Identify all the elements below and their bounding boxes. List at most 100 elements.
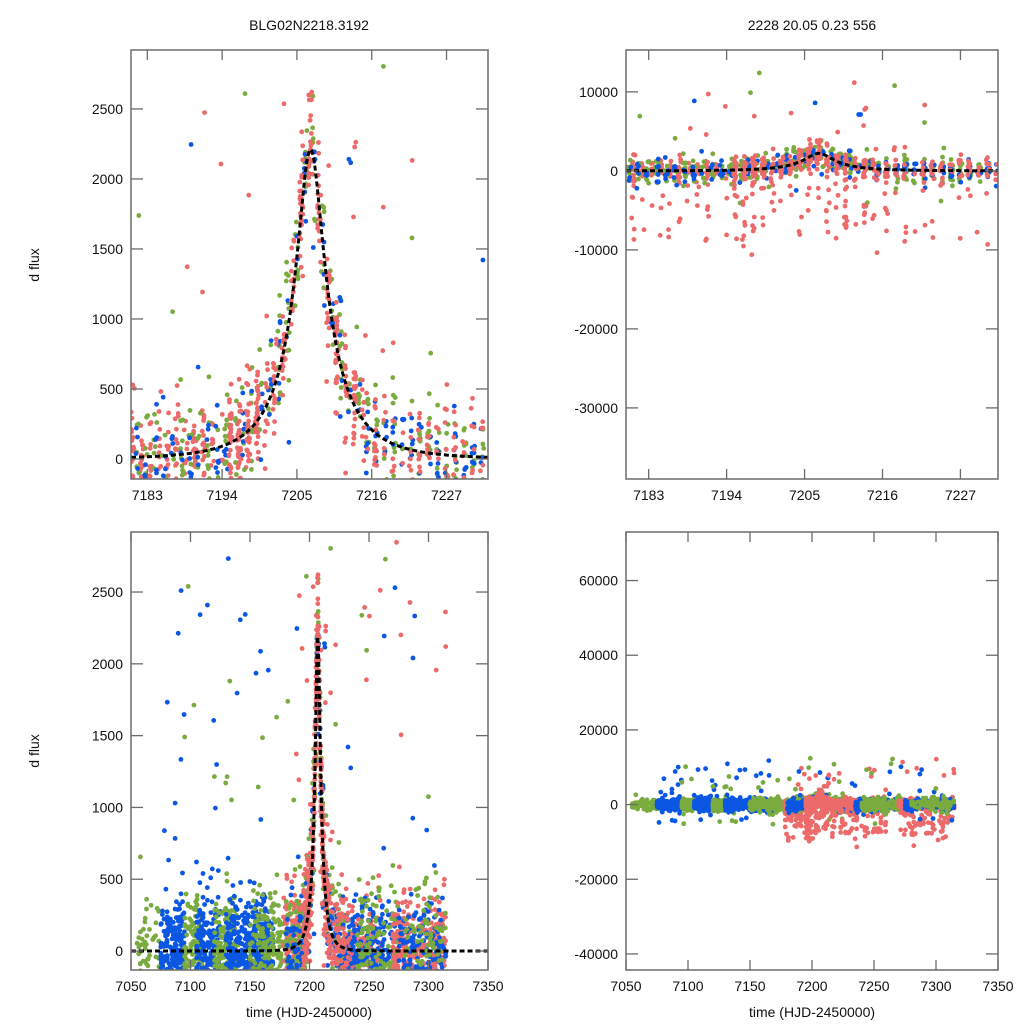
data-point-blue bbox=[200, 871, 206, 876]
data-point-blue bbox=[269, 382, 274, 387]
data-point-red bbox=[245, 382, 251, 388]
data-point-blue bbox=[470, 481, 475, 486]
data-point-green bbox=[390, 392, 396, 398]
data-point-blue bbox=[229, 1002, 234, 1007]
data-point-red bbox=[305, 972, 310, 977]
data-point-green bbox=[224, 871, 230, 877]
data-point-green bbox=[680, 151, 686, 157]
data-point-red bbox=[986, 161, 992, 167]
data-point-green bbox=[268, 895, 273, 901]
data-point-red bbox=[285, 993, 290, 998]
data-point-blue bbox=[242, 612, 248, 617]
data-point-blue bbox=[133, 451, 139, 456]
data-point-blue bbox=[180, 972, 185, 977]
data-point-green bbox=[187, 993, 192, 998]
data-point-red bbox=[751, 214, 757, 220]
data-point-red bbox=[902, 239, 908, 244]
data-point-blue bbox=[294, 964, 300, 969]
data-point-blue bbox=[337, 414, 343, 419]
data-point-green bbox=[150, 987, 155, 992]
data-point-red bbox=[740, 200, 746, 206]
data-point-blue bbox=[434, 440, 440, 445]
data-point-red bbox=[342, 6, 347, 11]
data-point-red bbox=[657, 232, 663, 238]
data-point-green bbox=[144, 933, 150, 939]
data-point-green bbox=[265, 970, 270, 975]
data-point-red bbox=[264, 385, 270, 390]
data-point-green bbox=[189, 928, 195, 934]
data-point-blue bbox=[634, 185, 640, 191]
data-point-green bbox=[255, 891, 261, 897]
data-point-red bbox=[300, 157, 306, 163]
data-point-green bbox=[681, 183, 686, 189]
data-point-red bbox=[293, 751, 299, 757]
data-point-blue bbox=[209, 921, 215, 927]
data-point-green bbox=[266, 955, 271, 961]
data-point-blue bbox=[174, 964, 180, 969]
data-point-red bbox=[732, 182, 737, 188]
data-point-red bbox=[957, 173, 963, 179]
data-point-blue bbox=[175, 630, 181, 636]
data-point-blue bbox=[276, 396, 282, 402]
data-point-green bbox=[701, 159, 707, 165]
data-point-red bbox=[245, 504, 250, 509]
data-point-red bbox=[365, 881, 371, 886]
data-point-red bbox=[666, 227, 671, 233]
data-point-red bbox=[326, 940, 332, 946]
data-point-red bbox=[750, 223, 755, 229]
data-point-green bbox=[279, 977, 284, 982]
data-point-green bbox=[252, 906, 258, 912]
data-point-green bbox=[310, 125, 315, 131]
x-tick-label: 7205 bbox=[281, 487, 312, 503]
data-point-green bbox=[138, 971, 143, 976]
data-point-green bbox=[846, 152, 852, 158]
data-point-red bbox=[415, 427, 421, 433]
data-point-green bbox=[138, 929, 143, 935]
data-point-green bbox=[251, 898, 256, 904]
data-point-red bbox=[328, 690, 333, 696]
data-point-blue bbox=[295, 954, 301, 960]
data-point-red bbox=[340, 950, 346, 955]
data-point-red bbox=[380, 204, 386, 210]
data-point-blue bbox=[135, 434, 140, 440]
data-point-green bbox=[213, 919, 219, 925]
data-points bbox=[626, 70, 998, 258]
data-point-red bbox=[733, 161, 739, 166]
data-point-blue bbox=[196, 970, 201, 975]
data-point-red bbox=[921, 172, 926, 178]
data-point-red bbox=[300, 273, 306, 279]
data-point-green bbox=[185, 901, 191, 907]
data-point-green bbox=[170, 497, 175, 502]
data-point-blue bbox=[180, 932, 185, 938]
data-point-green bbox=[373, 382, 378, 388]
data-point-green bbox=[247, 957, 253, 962]
data-point-blue bbox=[134, 533, 139, 538]
data-point-green bbox=[321, 209, 327, 215]
data-point-green bbox=[277, 944, 283, 949]
data-point-green bbox=[627, 157, 633, 163]
data-point-red bbox=[228, 470, 233, 476]
data-point-blue bbox=[258, 648, 263, 654]
data-point-red bbox=[226, 452, 232, 458]
data-point-blue bbox=[357, 382, 363, 387]
data-point-blue bbox=[269, 972, 274, 977]
data-point-red bbox=[246, 192, 252, 198]
data-point-blue bbox=[365, 409, 371, 415]
data-point-blue bbox=[671, 175, 677, 180]
data-point-red bbox=[174, 504, 179, 509]
data-point-red bbox=[741, 243, 746, 249]
data-point-blue bbox=[206, 985, 211, 990]
data-point-green bbox=[330, 966, 335, 970]
data-point-red bbox=[469, 470, 475, 476]
data-point-red bbox=[310, 584, 316, 590]
data-point-red bbox=[351, 435, 357, 441]
data-point-blue bbox=[199, 965, 204, 970]
data-point-blue bbox=[135, 466, 141, 471]
data-point-red bbox=[289, 879, 294, 885]
data-point-blue bbox=[163, 466, 168, 472]
data-point-red bbox=[842, 166, 848, 172]
data-point-blue bbox=[293, 949, 298, 955]
data-point-red bbox=[246, 452, 252, 457]
data-point-blue bbox=[214, 974, 219, 979]
data-point-red bbox=[265, 421, 270, 427]
